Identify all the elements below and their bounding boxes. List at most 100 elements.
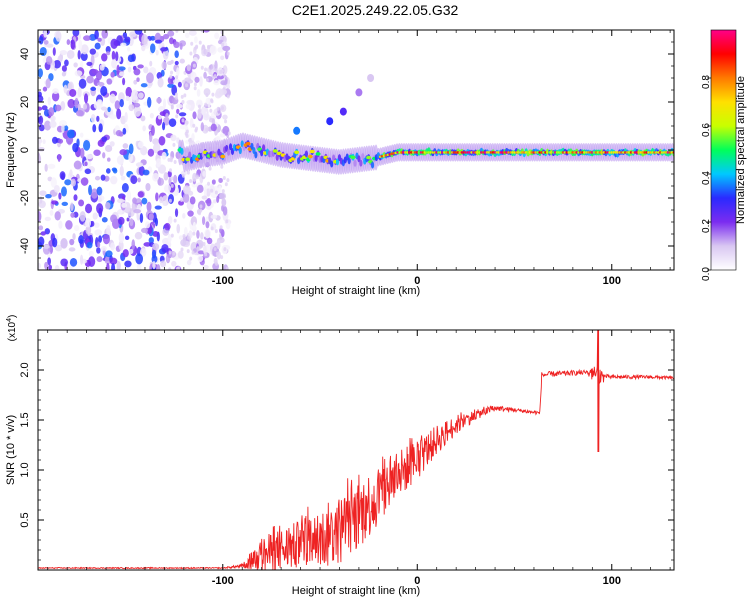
noise-cell <box>122 249 129 258</box>
noise-cell <box>202 170 207 177</box>
noise-cell <box>200 30 204 33</box>
noise-cell <box>131 239 136 251</box>
spectrogram-panel: -100 0 100 -40 -20 0 20 40 Height of straight l… <box>5 29 675 297</box>
noise-cell <box>150 43 156 54</box>
noise-cell <box>84 161 88 167</box>
spectrogram-ytick-label: 0 <box>19 147 31 153</box>
noise-cell <box>98 123 103 133</box>
signal-cell <box>347 157 351 165</box>
noise-cell <box>186 259 192 266</box>
signal-cell <box>361 153 365 161</box>
noise-cell <box>40 231 46 236</box>
noise-cell <box>48 107 55 117</box>
noise-cell <box>176 223 181 234</box>
noise-cell <box>80 177 89 186</box>
noise-cell <box>220 164 224 169</box>
noise-cell <box>222 114 228 120</box>
noise-cell <box>167 76 174 85</box>
noise-cell <box>146 201 152 212</box>
noise-cell <box>150 35 156 41</box>
noise-cell <box>109 257 118 265</box>
noise-cell <box>201 195 208 200</box>
noise-cell <box>79 132 84 138</box>
noise-cell <box>44 261 49 270</box>
colorbar-tick-label: 0.0 <box>701 267 712 281</box>
noise-cell <box>197 255 204 262</box>
noise-cell <box>221 198 227 207</box>
noise-cell <box>50 115 56 122</box>
noise-cell <box>74 70 83 77</box>
noise-cell <box>39 196 43 204</box>
noise-cell <box>111 263 116 270</box>
noise-cell <box>208 166 212 171</box>
signal-core <box>366 155 372 160</box>
noise-cell <box>47 96 51 106</box>
noise-cell <box>170 176 174 181</box>
noise-cell <box>210 226 214 231</box>
noise-cell <box>120 175 126 181</box>
noise-cell <box>119 165 124 177</box>
noise-cell <box>210 214 218 219</box>
noise-cell <box>185 133 189 138</box>
noise-cell <box>219 133 226 138</box>
noise-cell <box>105 46 111 54</box>
noise-cell <box>222 125 230 136</box>
noise-cell <box>51 91 60 102</box>
noise-cell <box>110 242 116 251</box>
noise-cell <box>53 184 60 193</box>
noise-cell <box>173 160 177 165</box>
noise-cell <box>174 50 179 58</box>
noise-cell <box>191 250 195 255</box>
noise-cell <box>219 192 227 200</box>
noise-cell <box>194 45 198 50</box>
noise-cell <box>99 64 105 71</box>
noise-cell <box>192 63 196 68</box>
noise-cell <box>65 220 73 230</box>
noise-cell <box>83 35 91 41</box>
noise-cell <box>64 179 72 186</box>
noise-cell <box>174 60 179 66</box>
noise-cell <box>95 70 103 81</box>
noise-cell <box>43 40 49 45</box>
noise-cell <box>147 148 155 157</box>
noise-cell <box>148 213 154 221</box>
noise-cell <box>105 144 113 153</box>
noise-cell <box>106 262 110 270</box>
spectrogram-ylabel: Frequency (Hz) <box>5 112 17 188</box>
signal-cell <box>228 143 233 151</box>
noise-cell <box>193 82 197 87</box>
noise-cell <box>189 256 193 261</box>
noise-cell <box>118 240 124 251</box>
noise-cell <box>192 221 197 231</box>
noise-cell <box>210 98 214 103</box>
spectrogram-ytick-label: -40 <box>19 238 31 254</box>
noise-cell <box>196 230 200 239</box>
noise-cell <box>110 214 118 223</box>
noise-cell <box>78 78 87 89</box>
noise-cell <box>169 168 173 173</box>
noise-cell <box>210 188 214 193</box>
noise-cell <box>168 198 172 203</box>
noise-cell <box>176 103 183 109</box>
noise-cell <box>215 261 219 266</box>
noise-cell <box>133 79 138 85</box>
noise-cell <box>116 64 120 76</box>
noise-cell <box>203 244 207 255</box>
colorbar-frame <box>710 29 737 271</box>
noise-cell <box>44 216 51 222</box>
noise-cell <box>138 141 144 149</box>
noise-cell <box>104 202 111 210</box>
noise-cell <box>206 77 210 82</box>
noise-cell <box>78 39 83 51</box>
noise-cell <box>148 237 154 244</box>
noise-cell <box>214 32 220 40</box>
noise-cell <box>74 97 79 109</box>
noise-cell <box>185 103 191 110</box>
noise-cell <box>129 248 134 255</box>
noise-cell <box>133 102 141 108</box>
noise-cell <box>203 88 211 96</box>
signal-cell <box>260 149 264 157</box>
noise-cell <box>202 216 206 226</box>
noise-cell <box>224 182 228 187</box>
noise-cell <box>38 138 43 144</box>
